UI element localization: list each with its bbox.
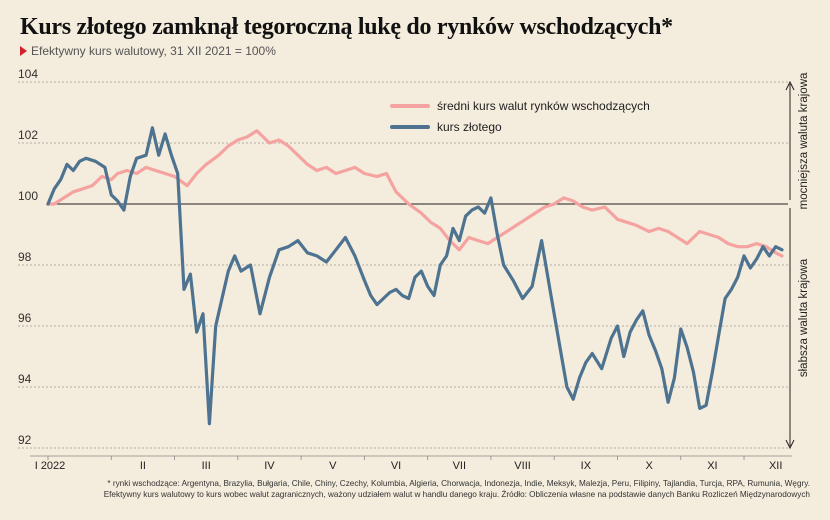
side-label-stronger: mocniejsza waluta krajowa	[798, 72, 810, 209]
chart-legend: średni kurs walut rynków wschodzących kur…	[390, 99, 650, 134]
subtitle-text: Efektywny kurs walutowy, 31 XII 2021 = 1…	[31, 44, 276, 58]
y-tick-label: 104	[18, 67, 38, 81]
x-axis: I 2022 II III IV V VI VII VIII IX X XI XII	[30, 455, 792, 472]
side-label-weaker: słabsza waluta krajowa	[798, 258, 810, 377]
x-tick-label: VI	[391, 460, 401, 472]
x-tick-label: VIII	[514, 460, 531, 472]
side-annotations: mocniejsza waluta krajowa słabsza waluta …	[785, 72, 810, 450]
footnote: * rynki wschodzące: Argentyna, Brazylia,…	[20, 478, 810, 500]
page-title: Kurs złotego zamknął tegoroczną lukę do …	[20, 14, 673, 40]
chart-grid	[18, 81, 788, 449]
x-tick-label: I 2022	[35, 460, 66, 472]
x-tick-label: III	[202, 460, 211, 472]
footnote-line-1: * rynki wschodzące: Argentyna, Brazylia,…	[107, 479, 810, 488]
y-tick-label: 98	[18, 250, 32, 264]
x-tick-label: IX	[581, 460, 592, 472]
y-tick-label: 92	[18, 433, 32, 447]
y-tick-label: 102	[18, 128, 38, 142]
legend-label: kurs złotego	[437, 120, 502, 134]
x-tick-label: II	[140, 460, 146, 472]
arrow-up-icon	[785, 80, 795, 91]
series-line-em	[46, 129, 784, 258]
footnote-line-2: Efektywny kurs walutowy to kurs wobec wa…	[103, 490, 810, 499]
x-tick-label: V	[329, 460, 337, 472]
chart-subtitle: Efektywny kurs walutowy, 31 XII 2021 = 1…	[20, 44, 276, 58]
x-tick-label: XI	[707, 460, 717, 472]
series-line-pln	[46, 126, 784, 426]
x-tick-label: IV	[264, 460, 275, 472]
y-tick-label: 100	[18, 189, 38, 203]
x-tick-label: VII	[453, 460, 466, 472]
x-tick-label: XII	[769, 460, 782, 472]
chart-series	[46, 126, 784, 426]
y-tick-label: 96	[18, 311, 32, 325]
y-tick-label: 94	[18, 372, 32, 386]
red-triangle-icon	[20, 46, 27, 56]
x-tick-label: X	[645, 460, 653, 472]
y-axis: 92 94 96 98 100 102 104	[18, 67, 38, 447]
legend-label: średni kurs walut rynków wschodzących	[437, 99, 650, 113]
arrow-down-icon	[785, 439, 795, 450]
